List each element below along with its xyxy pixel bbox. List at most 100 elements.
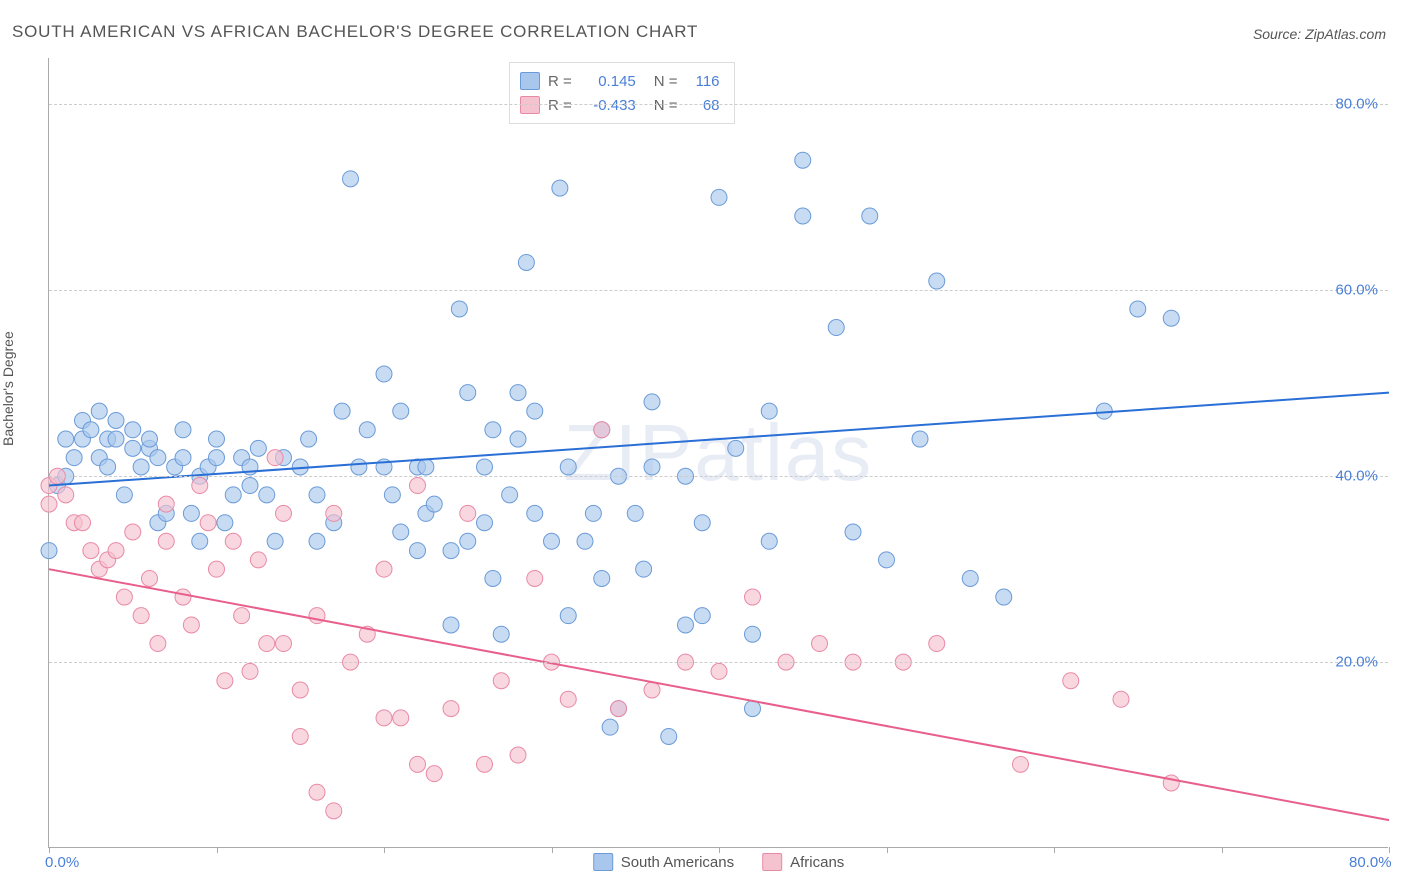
data-point: [175, 589, 191, 605]
data-point: [376, 710, 392, 726]
data-point: [845, 524, 861, 540]
data-point: [250, 552, 266, 568]
data-point: [493, 626, 509, 642]
data-point: [477, 756, 493, 772]
data-point: [150, 636, 166, 652]
data-point: [426, 496, 442, 512]
data-point: [745, 626, 761, 642]
data-point: [58, 431, 74, 447]
data-point: [309, 784, 325, 800]
data-point: [142, 431, 158, 447]
data-point: [66, 450, 82, 466]
n-label: N =: [654, 73, 678, 90]
data-point: [1163, 310, 1179, 326]
data-point: [636, 561, 652, 577]
data-point: [1130, 301, 1146, 317]
data-point: [142, 570, 158, 586]
data-point: [58, 487, 74, 503]
bottom-legend-item: South Americans: [593, 853, 734, 871]
data-point: [644, 459, 660, 475]
data-point: [242, 478, 258, 494]
data-point: [611, 701, 627, 717]
data-point: [627, 505, 643, 521]
data-point: [745, 701, 761, 717]
data-point: [560, 608, 576, 624]
data-point: [485, 422, 501, 438]
trend-line: [49, 393, 1389, 486]
data-point: [116, 487, 132, 503]
chart-title: SOUTH AMERICAN VS AFRICAN BACHELOR'S DEG…: [12, 22, 698, 42]
xtick-label: 80.0%: [1349, 854, 1392, 871]
bottom-legend-label: South Americans: [621, 854, 734, 871]
data-point: [309, 487, 325, 503]
data-point: [259, 636, 275, 652]
data-point: [460, 505, 476, 521]
legend-swatch: [593, 853, 613, 871]
xtick-mark: [384, 847, 385, 853]
data-point: [694, 608, 710, 624]
data-point: [644, 682, 660, 698]
data-point: [1063, 673, 1079, 689]
data-point: [996, 589, 1012, 605]
data-point: [209, 431, 225, 447]
xtick-mark: [1222, 847, 1223, 853]
data-point: [460, 533, 476, 549]
data-point: [393, 710, 409, 726]
legend-stats-row: R =0.145N =116: [520, 69, 720, 93]
data-point: [158, 496, 174, 512]
data-point: [560, 691, 576, 707]
data-point: [133, 608, 149, 624]
data-point: [929, 636, 945, 652]
data-point: [879, 552, 895, 568]
r-label: R =: [548, 73, 572, 90]
data-point: [443, 701, 459, 717]
data-point: [217, 515, 233, 531]
xtick-mark: [887, 847, 888, 853]
data-point: [359, 422, 375, 438]
data-point: [795, 152, 811, 168]
data-point: [1013, 756, 1029, 772]
bottom-legend-item: Africans: [762, 853, 844, 871]
data-point: [862, 208, 878, 224]
data-point: [527, 403, 543, 419]
data-point: [678, 617, 694, 633]
data-point: [200, 515, 216, 531]
data-point: [225, 533, 241, 549]
legend-swatch: [762, 853, 782, 871]
data-point: [384, 487, 400, 503]
data-point: [602, 719, 618, 735]
data-point: [267, 533, 283, 549]
data-point: [192, 533, 208, 549]
chart-svg: [49, 58, 1388, 847]
data-point: [343, 171, 359, 187]
data-point: [175, 422, 191, 438]
data-point: [209, 561, 225, 577]
data-point: [234, 608, 250, 624]
data-point: [410, 478, 426, 494]
data-point: [192, 478, 208, 494]
r-value: 0.145: [580, 73, 636, 90]
data-point: [309, 533, 325, 549]
data-point: [183, 505, 199, 521]
data-point: [259, 487, 275, 503]
ytick-label: 40.0%: [1335, 468, 1378, 485]
data-point: [410, 543, 426, 559]
xtick-mark: [1054, 847, 1055, 853]
data-point: [594, 422, 610, 438]
data-point: [326, 803, 342, 819]
data-point: [493, 673, 509, 689]
data-point: [711, 663, 727, 679]
data-point: [510, 385, 526, 401]
data-point: [393, 403, 409, 419]
chart-container: SOUTH AMERICAN VS AFRICAN BACHELOR'S DEG…: [0, 0, 1406, 892]
gridline: [49, 662, 1388, 663]
legend-swatch: [520, 72, 540, 90]
data-point: [108, 431, 124, 447]
data-point: [502, 487, 518, 503]
data-point: [510, 431, 526, 447]
data-point: [83, 543, 99, 559]
data-point: [410, 756, 426, 772]
data-point: [644, 394, 660, 410]
ytick-label: 20.0%: [1335, 654, 1378, 671]
data-point: [292, 728, 308, 744]
